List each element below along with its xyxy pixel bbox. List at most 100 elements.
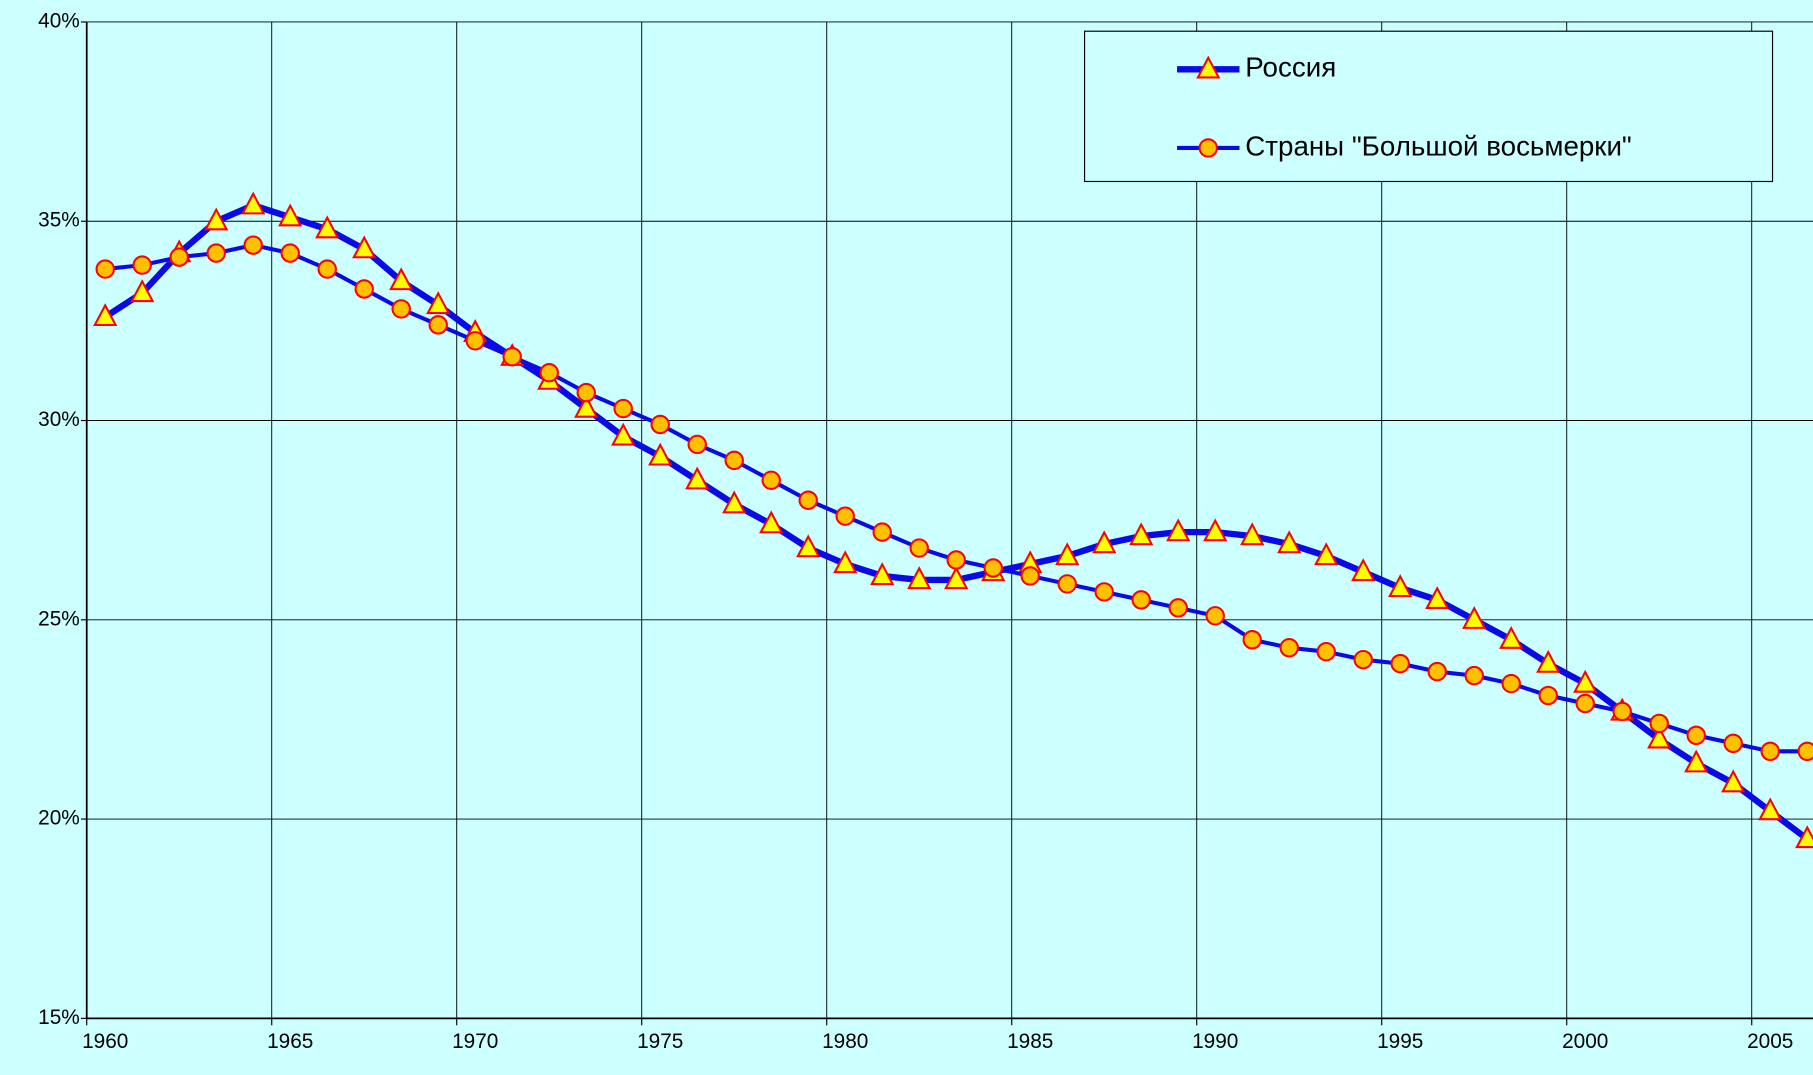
circle-marker bbox=[280, 243, 300, 263]
circle-marker bbox=[798, 490, 818, 510]
circle-marker bbox=[872, 522, 892, 542]
triangle-marker bbox=[1092, 530, 1117, 554]
circle-marker bbox=[391, 299, 411, 319]
y-tick-label: 40% bbox=[38, 9, 80, 32]
x-tick-label: 2005 bbox=[1747, 1030, 1793, 1053]
circle-marker bbox=[1131, 590, 1151, 610]
circle-marker bbox=[502, 347, 522, 367]
triangle-marker bbox=[1240, 522, 1265, 546]
y-tick-label: 20% bbox=[38, 807, 80, 830]
triangle-marker bbox=[1536, 649, 1561, 673]
circle-marker bbox=[1198, 138, 1218, 158]
x-tick-label: 1965 bbox=[267, 1030, 313, 1053]
triangle-marker bbox=[1425, 586, 1450, 610]
triangle-marker bbox=[315, 215, 340, 239]
triangle-marker bbox=[1499, 625, 1524, 649]
circle-marker bbox=[909, 538, 929, 558]
circle-marker bbox=[95, 259, 115, 279]
circle-marker bbox=[613, 398, 633, 419]
triangle-marker bbox=[389, 267, 414, 291]
circle-marker bbox=[465, 331, 485, 351]
circle-marker bbox=[1020, 566, 1040, 586]
circle-marker bbox=[1057, 574, 1077, 594]
circle-marker bbox=[1575, 693, 1595, 714]
y-tick-label: 15% bbox=[38, 1006, 80, 1029]
x-tick-label: 1970 bbox=[452, 1030, 498, 1053]
triangle-marker bbox=[648, 442, 673, 466]
triangle-marker bbox=[1203, 518, 1228, 542]
triangle-marker bbox=[1055, 542, 1080, 566]
triangle-marker bbox=[426, 291, 451, 315]
x-tick-label: 1980 bbox=[822, 1030, 868, 1053]
circle-marker bbox=[1316, 641, 1336, 662]
legend-label: Страны "Большой восьмерки" bbox=[1245, 130, 1632, 161]
triangle-marker bbox=[1129, 522, 1154, 546]
triangle-marker bbox=[796, 534, 821, 558]
triangle-marker bbox=[1462, 606, 1487, 629]
circle-marker bbox=[1242, 630, 1262, 650]
circle-marker bbox=[1353, 649, 1373, 670]
x-tick-label: 1990 bbox=[1192, 1030, 1238, 1053]
triangle-marker bbox=[241, 191, 266, 215]
circle-marker bbox=[1205, 606, 1225, 626]
circle-marker bbox=[1797, 741, 1813, 762]
circle-marker bbox=[1427, 661, 1447, 682]
triangle-marker bbox=[833, 550, 858, 574]
legend-label: Россия bbox=[1245, 52, 1336, 83]
y-tick-label: 30% bbox=[38, 408, 80, 431]
x-tick-label: 2000 bbox=[1562, 1030, 1608, 1053]
circle-marker bbox=[650, 414, 670, 435]
circle-marker bbox=[1279, 637, 1299, 658]
circle-marker bbox=[1094, 582, 1114, 602]
circle-marker bbox=[835, 506, 855, 526]
triangle-marker bbox=[1196, 55, 1221, 79]
circle-marker bbox=[761, 470, 781, 491]
circle-marker bbox=[1723, 733, 1743, 754]
circle-marker bbox=[576, 382, 596, 403]
triangle-marker bbox=[93, 303, 118, 327]
triangle-marker bbox=[759, 510, 784, 534]
x-tick-label: 1995 bbox=[1377, 1030, 1423, 1053]
triangle-marker bbox=[574, 394, 599, 418]
circle-marker bbox=[1390, 653, 1410, 674]
circle-marker bbox=[1612, 701, 1632, 722]
circle-marker bbox=[687, 434, 707, 455]
circle-marker bbox=[132, 255, 152, 275]
circle-marker bbox=[354, 279, 374, 299]
triangle-marker bbox=[1351, 558, 1376, 582]
y-tick-label: 35% bbox=[38, 209, 80, 232]
circle-marker bbox=[317, 259, 337, 279]
circle-marker bbox=[1168, 598, 1188, 618]
triangle-marker bbox=[204, 207, 229, 231]
circle-marker bbox=[539, 362, 559, 383]
triangle-marker bbox=[1647, 725, 1672, 749]
x-tick-label: 1960 bbox=[82, 1030, 128, 1053]
circle-marker bbox=[206, 243, 226, 263]
legend-box bbox=[1083, 30, 1774, 183]
circle-marker bbox=[169, 247, 189, 267]
triangle-marker bbox=[1166, 518, 1191, 542]
circle-marker bbox=[946, 550, 966, 570]
triangle-marker bbox=[685, 466, 710, 490]
circle-marker bbox=[1686, 725, 1706, 746]
circle-marker bbox=[724, 450, 744, 471]
circle-marker bbox=[1760, 741, 1780, 762]
circle-marker bbox=[1649, 713, 1669, 734]
triangle-marker bbox=[944, 566, 969, 590]
circle-marker bbox=[428, 315, 448, 335]
triangle-marker bbox=[1795, 825, 1813, 849]
triangle-marker bbox=[870, 562, 895, 586]
x-tick-label: 1975 bbox=[637, 1030, 683, 1053]
triangle-marker bbox=[1314, 542, 1339, 566]
circle-marker bbox=[983, 558, 1003, 578]
triangle-marker bbox=[130, 279, 155, 303]
triangle-marker bbox=[278, 203, 303, 227]
triangle-marker bbox=[1277, 530, 1302, 554]
triangle-marker bbox=[1573, 669, 1598, 693]
triangle-marker bbox=[352, 235, 377, 259]
triangle-marker bbox=[1388, 574, 1413, 598]
triangle-marker bbox=[1758, 797, 1783, 821]
circle-marker bbox=[1464, 665, 1484, 686]
